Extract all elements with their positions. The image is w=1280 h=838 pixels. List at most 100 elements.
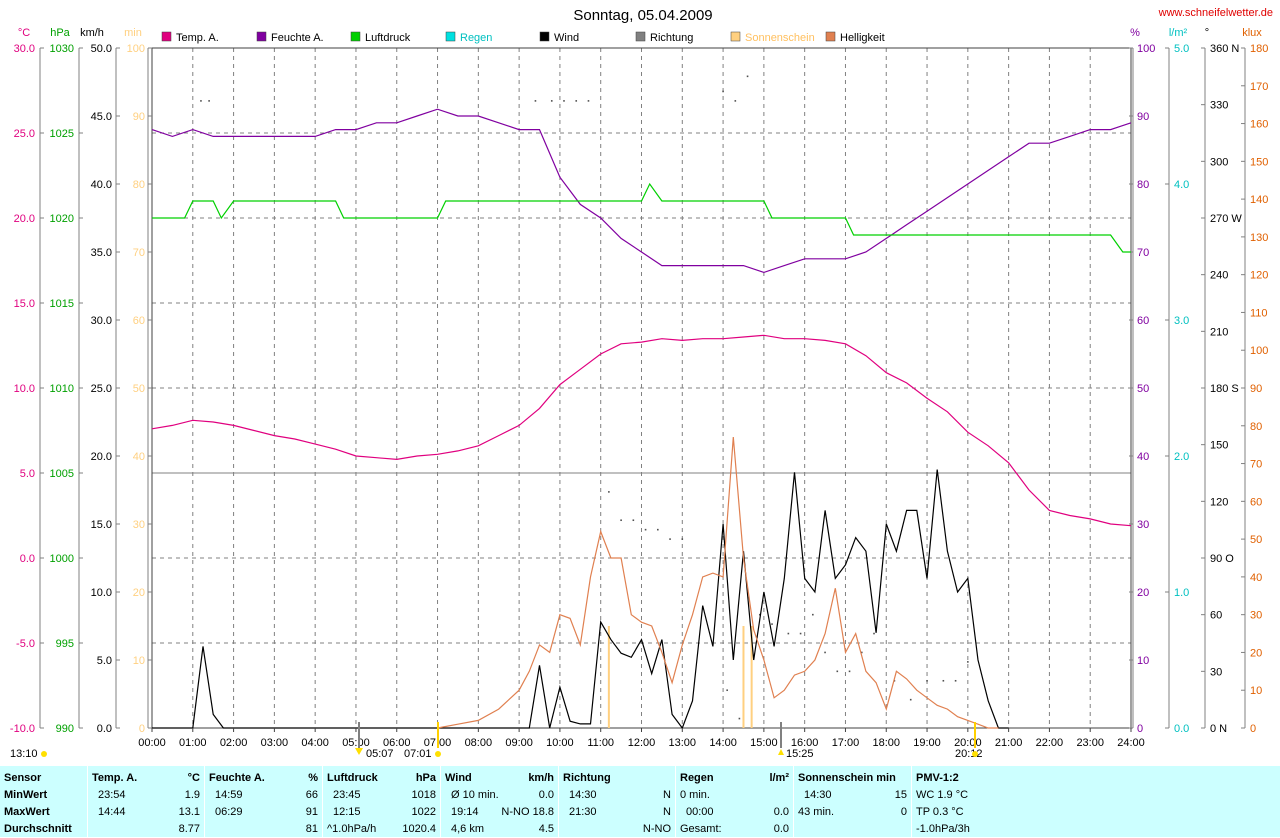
axis-tick-label-pressure-8: 1030 — [50, 43, 74, 55]
axis-tick-label-temp-3: 5.0 — [20, 468, 35, 480]
rain-duration: 0 min. — [680, 789, 710, 801]
wind-unit: km/h — [528, 772, 554, 784]
axis-tick-label-brightness-12: 120 — [1250, 270, 1268, 282]
unit-label-direction: ° — [1205, 27, 1209, 39]
direction-point-16 — [746, 75, 749, 78]
unit-label-pressure: hPa — [50, 27, 70, 39]
axis-tick-label-direction-12: 360 N — [1210, 43, 1239, 55]
x-tick-label-9: 09:00 — [505, 737, 533, 749]
series-line-temp-a- — [151, 334, 1132, 527]
direction-point-25 — [860, 651, 863, 654]
unit-label-sunshine: min — [124, 27, 142, 39]
direction-point-20 — [799, 632, 802, 635]
axis-tick-label-temp-8: 30.0 — [14, 43, 35, 55]
x-tick-label-17: 17:00 — [832, 737, 860, 749]
axis-tick-label-humidity-10: 100 — [1137, 43, 1155, 55]
x-tick-label-1: 01:00 — [179, 737, 207, 749]
humidity-min: 66 — [305, 789, 318, 801]
rain-header: Regen — [680, 772, 714, 784]
row-label-min: MinWert — [4, 789, 48, 801]
humidity-unit: % — [308, 772, 318, 784]
axis-tick-label-direction-2: 60 — [1210, 610, 1222, 622]
direction-time-2: 21:30 — [569, 806, 597, 818]
wind-avg: 4.5 — [538, 823, 554, 835]
direction-point-0 — [200, 100, 202, 102]
legend-label-0: Temp. A. — [176, 32, 219, 44]
sunshine-total: 43 min. — [798, 806, 835, 818]
axis-tick-label-direction-10: 300 — [1210, 156, 1228, 168]
pmv-header: PMV-1:2 — [916, 772, 959, 784]
direction-point-21 — [812, 613, 814, 616]
axis-tick-label-direction-0: 0 N — [1210, 723, 1227, 735]
direction-point-6 — [587, 100, 590, 102]
unit-label-humidity: % — [1130, 27, 1140, 39]
direction-point-30 — [909, 698, 912, 701]
legend-swatch-6 — [730, 31, 741, 42]
direction-point-12 — [669, 538, 671, 540]
wind-run: 4,6 km — [451, 823, 485, 835]
axis-tick-label-wind-8: 40.0 — [91, 179, 112, 191]
wind-current: 0.0 — [538, 789, 554, 801]
legend-swatch-5 — [635, 31, 646, 42]
unit-label-brightness: klux — [1242, 27, 1262, 39]
x-tick-label-2: 02:00 — [220, 737, 248, 749]
axis-tick-label-brightness-9: 90 — [1250, 383, 1262, 395]
axis-tick-label-brightness-16: 160 — [1250, 119, 1268, 131]
watermark-text: www.schneifelwetter.de — [1158, 7, 1273, 19]
unit-label-temp: °C — [18, 27, 30, 39]
x-tick-label-13: 13:00 — [669, 737, 697, 749]
rain-time: 00:00 — [686, 806, 714, 818]
pressure-max-time: 12:15 — [333, 806, 361, 818]
x-tick-label-11: 11:00 — [587, 737, 614, 749]
axis-tick-label-wind-0: 0.0 — [97, 723, 112, 735]
x-tick-label-18: 18:00 — [872, 737, 900, 749]
wind-max: 18.8 — [532, 806, 554, 818]
direction-point-1 — [208, 100, 210, 102]
axis-tick-label-brightness-4: 40 — [1250, 572, 1262, 584]
legend-label-5: Richtung — [650, 32, 693, 44]
direction-point-19 — [787, 632, 790, 635]
direction-val-1: N — [663, 789, 671, 801]
stats-col-wind: Wind km/h Ø 10 min. 0.0 19:14 N-NO 18.8 4,6… — [441, 766, 559, 837]
pressure-min-time: 23:45 — [333, 789, 361, 801]
axis-tick-label-temp-7: 25.0 — [14, 128, 35, 140]
axis-tick-label-wind-5: 25.0 — [91, 383, 112, 395]
chart-marks — [151, 75, 1132, 730]
grid — [151, 47, 1132, 729]
axis-tick-label-pressure-3: 1005 — [50, 468, 74, 480]
axis-tick-label-wind-3: 15.0 — [91, 519, 112, 531]
direction-point-9 — [632, 519, 635, 522]
axis-tick-label-temp-0: -10.0 — [10, 723, 35, 735]
x-tick-label-12: 12:00 — [628, 737, 656, 749]
unit-label-wind: km/h — [80, 27, 104, 39]
axis-tick-label-sunshine-2: 20 — [133, 587, 145, 599]
axis-tick-label-rain-5: 5.0 — [1174, 43, 1189, 55]
wind-max-time: 19:14 — [451, 806, 479, 818]
legend-label-4: Wind — [554, 32, 579, 44]
axis-tick-label-pressure-2: 1000 — [50, 553, 74, 565]
stats-col-temp: Temp. A. °C 23:54 1.9 14:44 13.1 8.77 — [88, 766, 205, 837]
direction-point-5 — [575, 100, 578, 102]
noon-icon — [778, 749, 784, 755]
stats-col-sensor: Sensor MinWert MaxWert Durchschnitt — [0, 766, 88, 837]
axis-tick-label-temp-2: 0.0 — [20, 553, 35, 565]
direction-point-14 — [722, 90, 724, 93]
temp-unit: °C — [187, 772, 200, 784]
pressure-header: Luftdruck — [327, 772, 378, 784]
x-tick-label-4: 04:00 — [301, 737, 329, 749]
axis-tick-label-humidity-4: 40 — [1137, 451, 1149, 463]
direction-point-23 — [836, 670, 839, 673]
direction-point-27 — [726, 689, 728, 692]
axis-tick-label-sunshine-1: 10 — [133, 655, 145, 667]
rain-val: 0.0 — [773, 806, 789, 818]
pressure-trend: ^1.0hPa/h — [327, 823, 377, 835]
axis-tick-label-brightness-1: 10 — [1250, 685, 1262, 697]
axis-tick-label-sunshine-0: 0 — [139, 723, 145, 735]
direction-point-18 — [771, 623, 773, 625]
axis-tick-label-rain-3: 3.0 — [1174, 315, 1189, 327]
pressure-avg: 1020.4 — [402, 823, 436, 835]
axis-tick-label-pressure-7: 1025 — [50, 128, 74, 140]
legend-label-6: Sonnenschein — [745, 32, 815, 44]
x-tick-label-5: 05:00 — [342, 737, 370, 749]
x-tick-label-23: 23:00 — [1076, 737, 1104, 749]
